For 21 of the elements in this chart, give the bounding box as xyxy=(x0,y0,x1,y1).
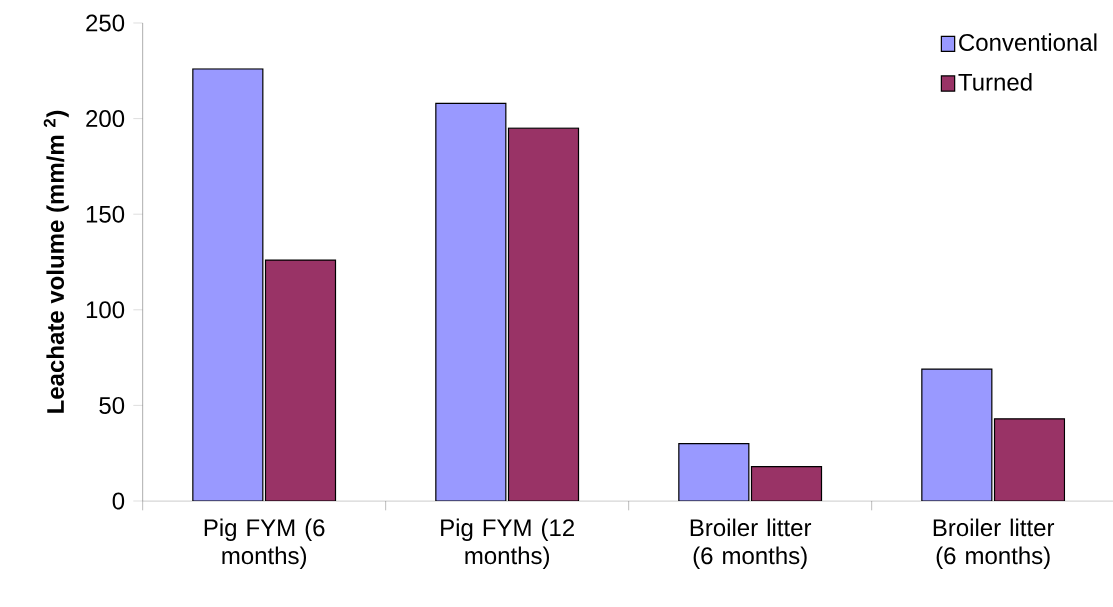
y-tick-label: 50 xyxy=(99,396,125,414)
bar xyxy=(192,68,264,501)
y-axis-title: Leachate volume (mm/m $^{2}$) xyxy=(43,110,69,413)
bar xyxy=(264,259,337,501)
y-tick-label: 150 xyxy=(86,205,125,223)
y-tick-label: 0 xyxy=(112,492,125,510)
bar xyxy=(993,418,1066,501)
x-tick-label: Broiler litter (6 months) xyxy=(933,518,1055,569)
bar xyxy=(435,102,507,501)
x-tick-label: Broiler litter (6 months) xyxy=(690,518,812,569)
y-tick-label: 100 xyxy=(86,301,125,319)
y-tick-label: 200 xyxy=(86,110,125,128)
y-tick-label: 250 xyxy=(86,14,125,32)
x-tick-label: Pig FYM (6 months) xyxy=(204,518,325,569)
bar xyxy=(750,465,823,501)
bar xyxy=(678,443,750,501)
legend-label: Conventional xyxy=(959,33,1097,51)
bar xyxy=(507,127,580,501)
legend-label: Turned xyxy=(958,73,1032,91)
bar xyxy=(921,368,993,501)
x-tick-label: Pig FYM (12 months) xyxy=(441,518,574,569)
